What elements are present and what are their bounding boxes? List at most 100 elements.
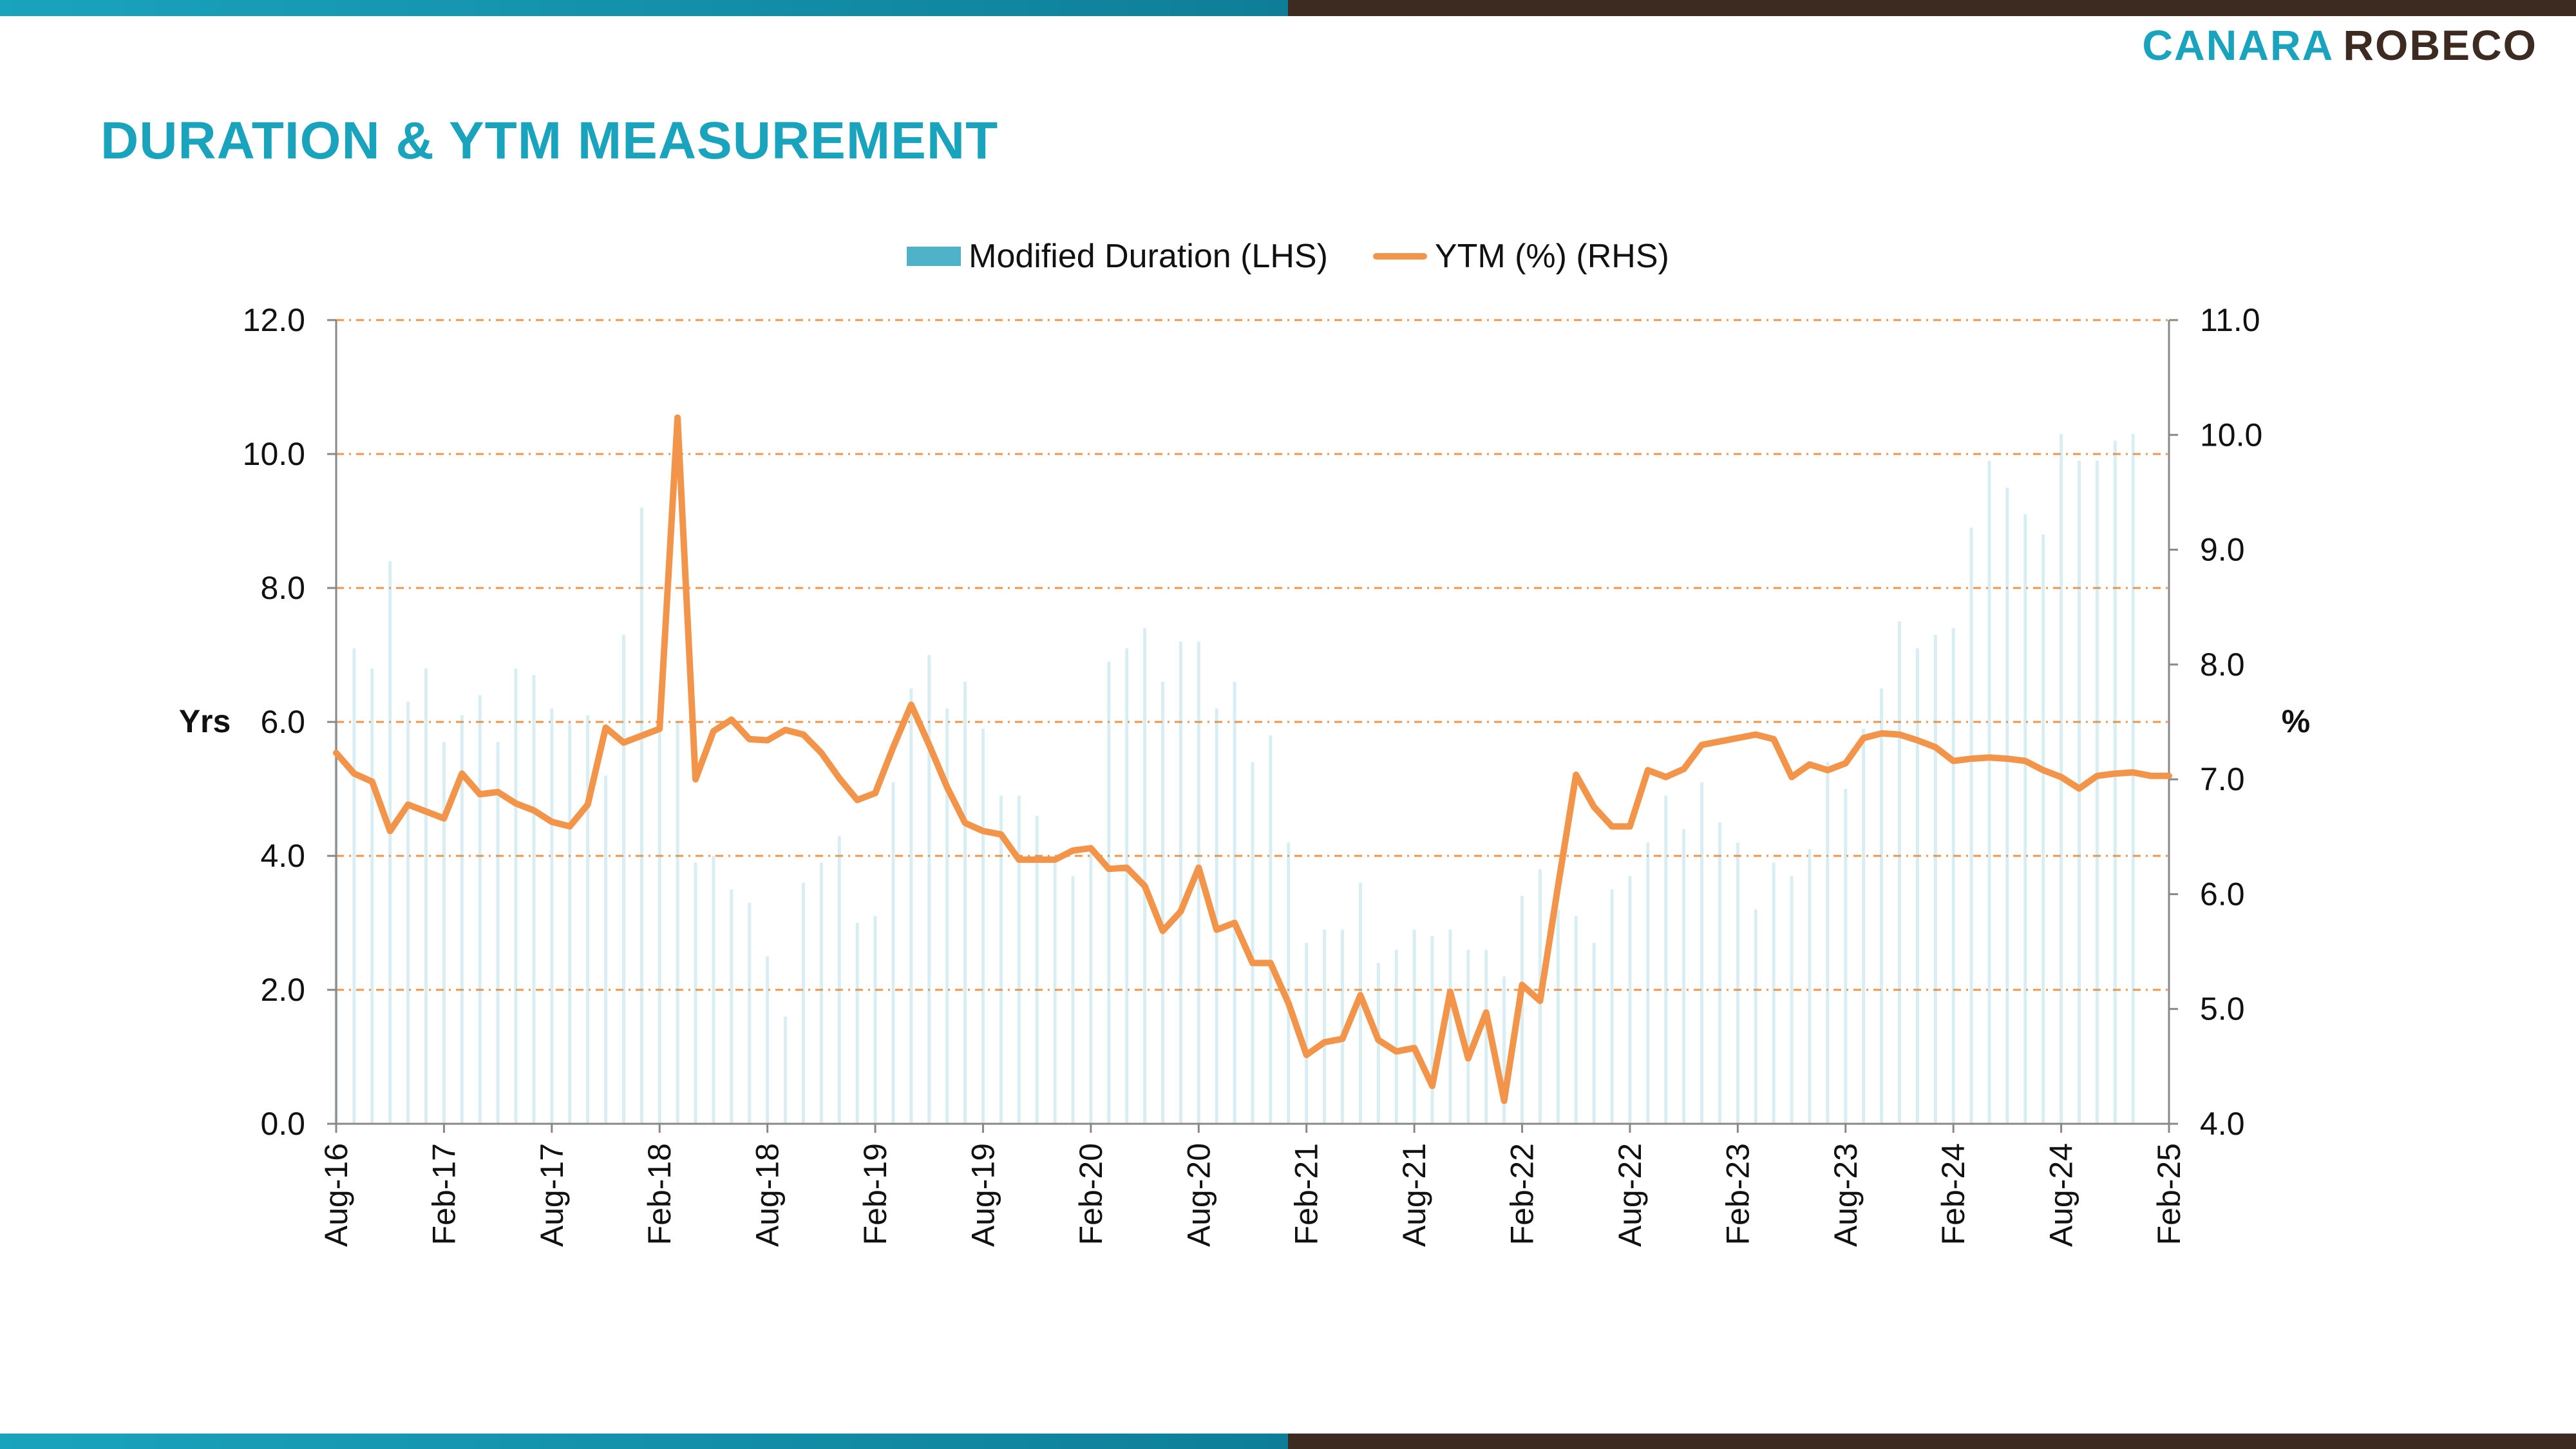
ytm-point	[1791, 777, 1792, 778]
ytm-point	[1737, 737, 1738, 739]
x-tick-label: Aug-17	[534, 1143, 570, 1247]
ytm-point	[1234, 922, 1235, 923]
ytm-point	[1701, 744, 1703, 746]
duration-bar	[1574, 916, 1578, 1124]
duration-bar	[2041, 534, 2045, 1124]
duration-bar	[658, 708, 661, 1124]
legend-item-duration: Modified Duration (LHS)	[907, 237, 1328, 276]
x-tick-label: Feb-24	[1935, 1143, 1971, 1245]
ytm-point	[623, 742, 624, 743]
ytm-point	[1809, 764, 1810, 765]
duration-bar	[1933, 634, 1937, 1124]
right-axis-title: %	[2282, 703, 2310, 739]
ytm-point	[1450, 991, 1451, 992]
duration-bar	[1987, 460, 1991, 1124]
duration-bar	[1197, 641, 1200, 1124]
ytm-point	[1270, 962, 1271, 963]
top-stripe-teal	[0, 0, 1288, 16]
ytm-point	[1773, 739, 1774, 740]
duration-bar	[514, 668, 518, 1124]
ytm-point	[1863, 737, 1864, 739]
ytm-point	[1827, 770, 1828, 771]
ytm-point	[1683, 768, 1685, 770]
ytm-point	[533, 810, 535, 811]
duration-bar	[676, 722, 679, 1124]
duration-bar	[891, 782, 895, 1124]
x-tick-label: Aug-24	[2043, 1143, 2079, 1247]
x-tick-label: Aug-19	[965, 1143, 1001, 1247]
duration-bar	[388, 561, 392, 1124]
ytm-point	[569, 826, 571, 827]
ytm-point	[893, 746, 894, 748]
left-tick-label: 6.0	[260, 704, 305, 740]
duration-bar	[2077, 460, 2081, 1124]
right-tick-label: 4.0	[2200, 1106, 2245, 1142]
duration-bar	[496, 742, 500, 1124]
duration-bar	[2131, 433, 2135, 1124]
duration-bar	[1664, 795, 1668, 1124]
duration-bar	[1718, 822, 1721, 1124]
duration-bar	[1305, 943, 1309, 1124]
duration-bar	[1790, 876, 1794, 1124]
ytm-point	[1090, 848, 1092, 849]
ytm-point	[1755, 734, 1756, 735]
page-title: DURATION & YTM MEASUREMENT	[100, 111, 999, 170]
duration-bar	[1628, 876, 1632, 1124]
duration-bar	[2005, 488, 2009, 1124]
ytm-point	[1126, 867, 1128, 868]
ytm-point	[1953, 761, 1954, 762]
duration-bar	[1341, 929, 1345, 1124]
x-tick-label: Feb-19	[857, 1143, 893, 1245]
duration-bar	[945, 708, 949, 1124]
duration-bar	[1269, 735, 1273, 1124]
chart-legend: Modified Duration (LHS) YTM (%) (RHS)	[0, 237, 2576, 276]
duration-bar	[621, 634, 625, 1124]
ytm-point	[605, 727, 607, 728]
legend-item-ytm: YTM (%) (RHS)	[1372, 237, 1669, 276]
left-tick-label: 4.0	[260, 838, 305, 874]
x-tick-label: Feb-21	[1289, 1143, 1325, 1245]
ytm-point	[1935, 746, 1936, 748]
x-tick-label: Aug-20	[1180, 1143, 1217, 1247]
duration-bar	[1880, 688, 1884, 1124]
left-tick-label: 2.0	[260, 972, 305, 1008]
bottom-stripe-brown	[1288, 1434, 2576, 1449]
duration-bar	[550, 708, 554, 1124]
ytm-point	[785, 729, 786, 730]
legend-swatch-duration	[907, 247, 961, 266]
duration-bar	[801, 882, 805, 1124]
duration-bar	[1826, 762, 1830, 1124]
ytm-point	[443, 818, 444, 819]
duration-bar	[730, 889, 734, 1124]
ytm-point	[1468, 1057, 1469, 1059]
duration-bar	[1520, 896, 1524, 1124]
duration-bar	[532, 675, 536, 1124]
top-brand-stripe	[0, 0, 2576, 16]
ytm-point	[965, 822, 966, 824]
ytm-point	[515, 803, 516, 804]
ytm-point	[1108, 868, 1110, 869]
brand-logo: CANARA ROBECO	[2142, 21, 2537, 70]
duration-bar	[1035, 815, 1039, 1124]
ytm-line-layer	[333, 414, 2172, 1104]
ytm-point	[1054, 859, 1056, 860]
duration-bar	[1215, 708, 1218, 1124]
ytm-point	[1036, 859, 1037, 860]
top-stripe-brown	[1288, 0, 2576, 16]
ytm-point	[1575, 774, 1577, 775]
right-tick-label: 10.0	[2200, 417, 2262, 453]
duration-bar	[1179, 641, 1182, 1124]
ytm-point	[1324, 1041, 1325, 1043]
duration-bar	[1160, 681, 1164, 1124]
ytm-point	[1522, 984, 1523, 985]
duration-bar	[1951, 628, 1955, 1124]
ytm-point	[1180, 911, 1181, 912]
ytm-point	[587, 804, 589, 805]
right-tick-label: 9.0	[2200, 532, 2245, 568]
duration-bar	[963, 681, 967, 1124]
duration-bar	[855, 923, 859, 1124]
x-tick-label: Aug-22	[1612, 1143, 1648, 1247]
duration-bar	[1484, 949, 1488, 1124]
duration-bar	[1287, 842, 1291, 1124]
